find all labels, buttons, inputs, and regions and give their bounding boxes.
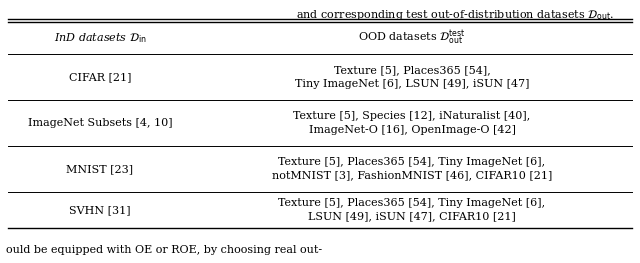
Text: Texture [5], Places365 [54], Tiny ImageNet [6],
notMNIST [3], FashionMNIST [46],: Texture [5], Places365 [54], Tiny ImageN… (272, 157, 552, 181)
Text: and corresponding test out-of-distribution datasets $\mathcal{D}_{\mathrm{out}}$: and corresponding test out-of-distributi… (296, 8, 614, 22)
Text: OOD datasets $\mathcal{D}_{\mathrm{out}}^{\mathrm{test}}$: OOD datasets $\mathcal{D}_{\mathrm{out}}… (358, 29, 466, 47)
Text: CIFAR [21]: CIFAR [21] (68, 72, 131, 82)
Text: SVHN [31]: SVHN [31] (69, 205, 131, 215)
Text: ImageNet Subsets [4, 10]: ImageNet Subsets [4, 10] (28, 118, 172, 128)
Text: Texture [5], Places365 [54], Tiny ImageNet [6],
LSUN [49], iSUN [47], CIFAR10 [2: Texture [5], Places365 [54], Tiny ImageN… (278, 198, 546, 222)
Text: MNIST [23]: MNIST [23] (67, 164, 134, 174)
Text: Texture [5], Places365 [54],
Tiny ImageNet [6], LSUN [49], iSUN [47]: Texture [5], Places365 [54], Tiny ImageN… (295, 65, 529, 89)
Text: ould be equipped with OE or ROE, by choosing real out-: ould be equipped with OE or ROE, by choo… (6, 245, 322, 255)
Text: Texture [5], Species [12], iNaturalist [40],
ImageNet-O [16], OpenImage-O [42]: Texture [5], Species [12], iNaturalist [… (293, 112, 531, 135)
Text: InD datasets $\mathcal{D}_{\mathrm{in}}$: InD datasets $\mathcal{D}_{\mathrm{in}}$ (54, 31, 147, 45)
